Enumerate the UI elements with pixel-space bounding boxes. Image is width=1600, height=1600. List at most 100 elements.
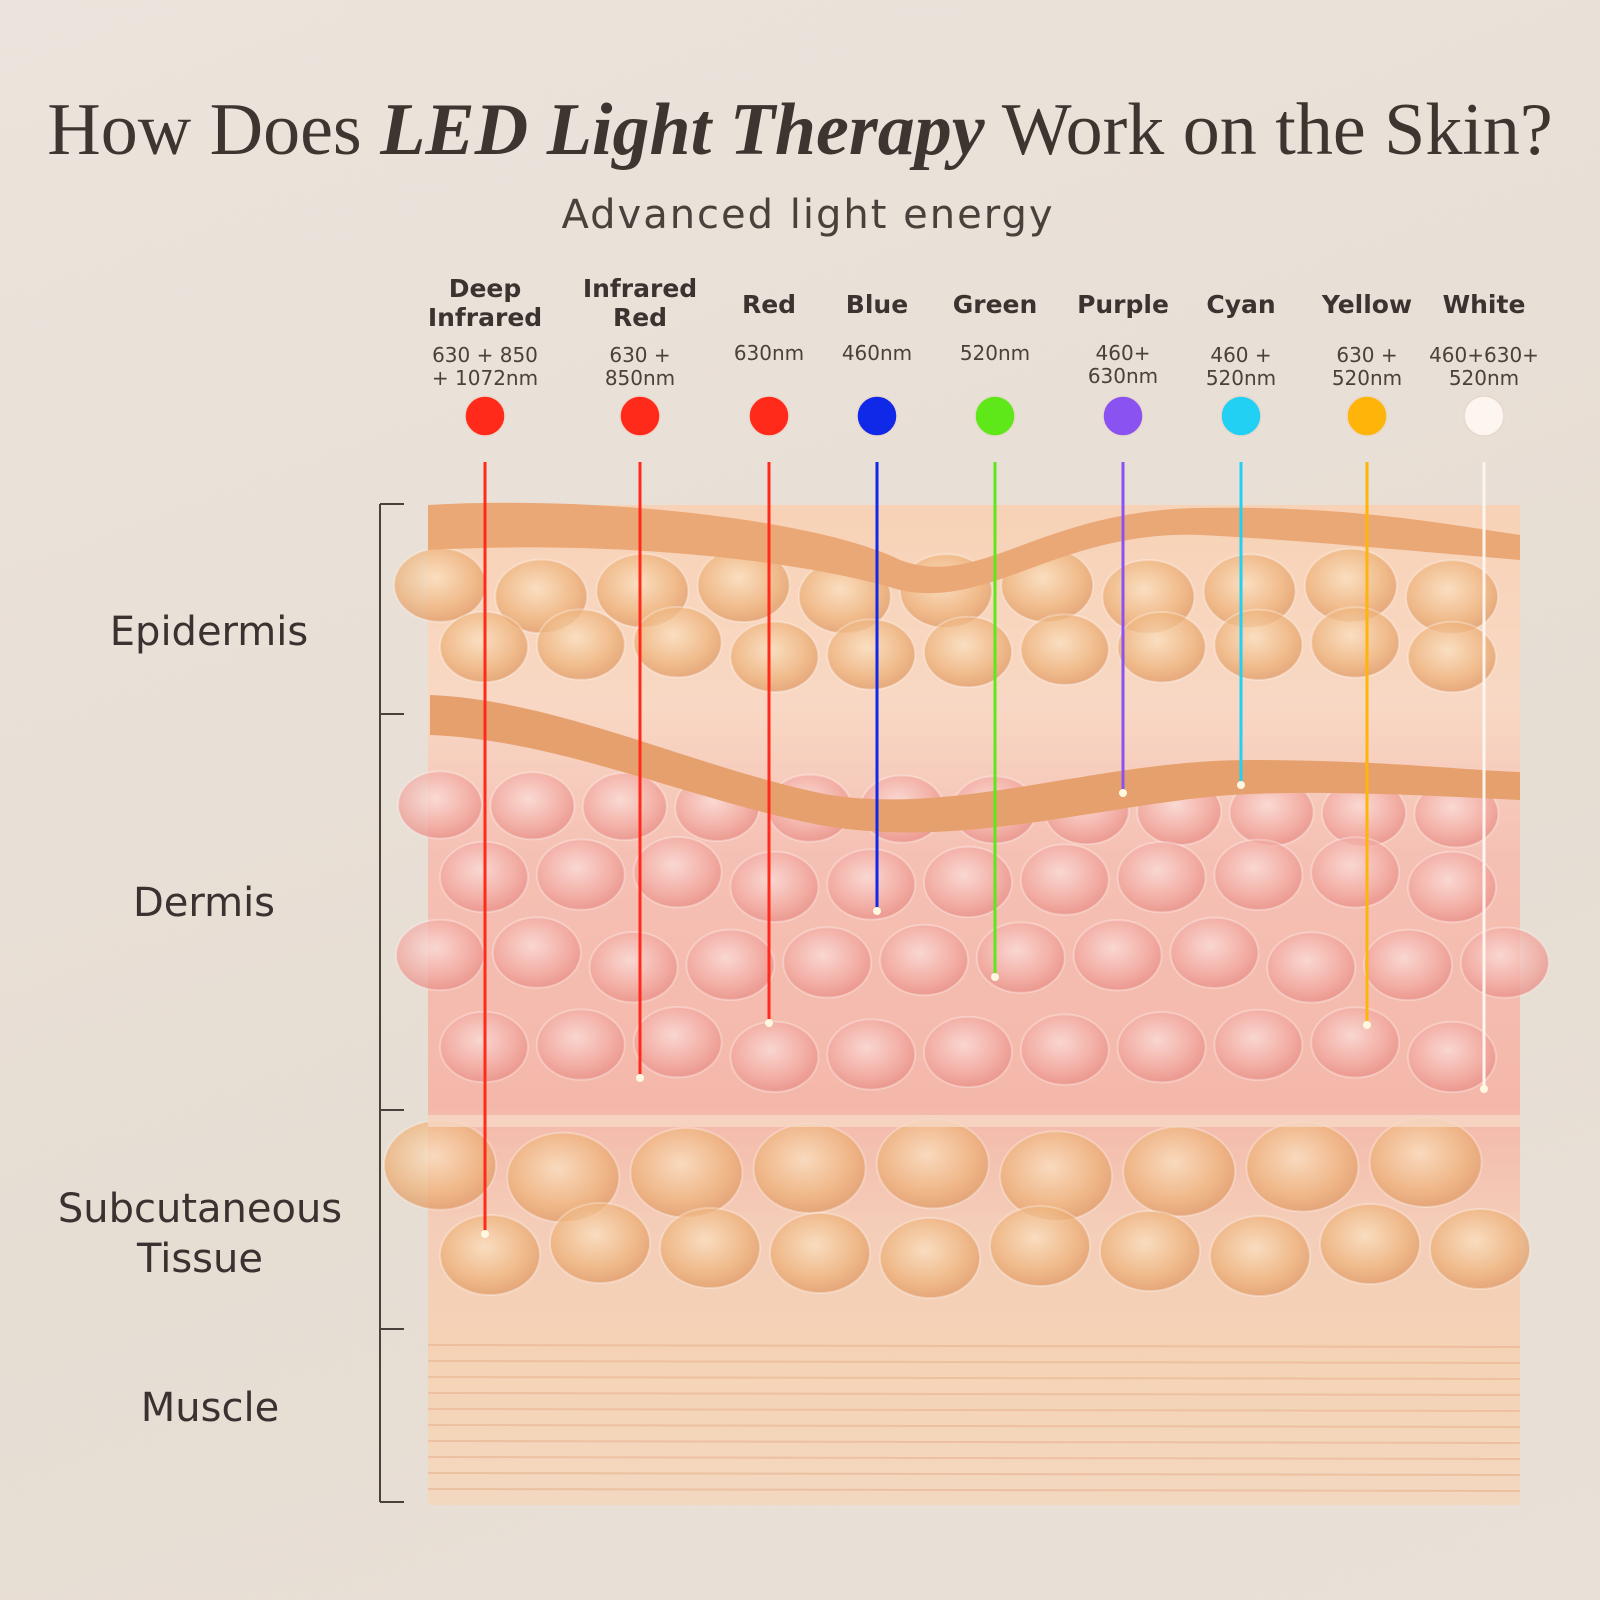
- cell: [1072, 919, 1163, 992]
- layer-label: Subcutaneous Tissue: [57, 1186, 343, 1282]
- light-name: Yellow: [1321, 290, 1413, 319]
- muscle-fiber: [427, 1424, 1521, 1428]
- beam-tip: [991, 973, 999, 981]
- light-name: Green: [952, 290, 1038, 319]
- cell: [879, 1217, 981, 1299]
- muscle-lines: [427, 1344, 1521, 1492]
- cell: [489, 771, 576, 841]
- title: How Does LED Light Therapy Work on the S…: [0, 88, 1600, 173]
- layer-label: Epidermis: [109, 609, 309, 655]
- cell: [1213, 1008, 1304, 1082]
- cell: [383, 1119, 497, 1211]
- light-wavelength: 460+ 630nm: [1087, 341, 1159, 388]
- light-name: Infrared Red: [582, 274, 698, 332]
- muscle-fiber: [427, 1488, 1521, 1492]
- beam-tip: [1480, 1085, 1488, 1093]
- cell: [1019, 843, 1110, 916]
- light-wavelength: 460 + 520nm: [1205, 343, 1277, 390]
- cell: [632, 1005, 723, 1079]
- cell: [1099, 1210, 1201, 1292]
- light-dot: [748, 395, 790, 437]
- light-name: Deep Infrared: [427, 274, 543, 332]
- cell: [729, 620, 820, 693]
- layer-bracket: [379, 503, 404, 1503]
- cell: [875, 1117, 990, 1210]
- cell: [395, 918, 485, 992]
- cell: [1019, 613, 1110, 686]
- cell: [879, 923, 969, 997]
- light-wavelength: 630nm: [733, 341, 805, 365]
- cell: [1310, 1006, 1401, 1079]
- cell: [1407, 620, 1497, 694]
- cells: [383, 547, 1550, 1299]
- cell: [588, 931, 679, 1004]
- light-dot: [619, 395, 661, 437]
- light-name: White: [1442, 290, 1526, 319]
- cell: [729, 1020, 820, 1094]
- cell: [975, 921, 1066, 994]
- light-dot: [1102, 395, 1144, 437]
- subtitle: Advanced light energy: [561, 192, 1055, 238]
- cell: [535, 608, 626, 681]
- light-dot: [856, 395, 898, 437]
- cell: [632, 606, 723, 679]
- cell: [1310, 836, 1401, 909]
- cell: [826, 1018, 917, 1091]
- cell: [535, 1008, 626, 1081]
- cell: [1116, 1010, 1207, 1084]
- cell: [1019, 1013, 1110, 1086]
- epidermis-base-band: [430, 695, 1520, 833]
- cell: [826, 618, 917, 691]
- cell: [826, 848, 917, 921]
- cell: [1319, 1203, 1421, 1285]
- muscle-fiber: [427, 1456, 1521, 1460]
- cell: [659, 1207, 761, 1289]
- light-wavelength: 630 + 520nm: [1331, 343, 1403, 390]
- cell: [989, 1205, 1091, 1287]
- beam-tip: [481, 1230, 489, 1238]
- title-emphasis: LED Light Therapy: [380, 89, 985, 171]
- cell: [923, 615, 1013, 689]
- light-wavelength: 520nm: [959, 341, 1031, 365]
- cell: [632, 836, 723, 909]
- cell: [1116, 611, 1207, 684]
- beam-tip: [1363, 1021, 1371, 1029]
- cell: [1245, 1121, 1360, 1213]
- light-wavelength: 460+630+ 520nm: [1429, 343, 1539, 390]
- cell: [491, 916, 582, 989]
- cell: [1368, 1116, 1483, 1208]
- light-wavelength: 630 + 850nm: [604, 343, 676, 390]
- cell: [1116, 841, 1207, 914]
- cell: [393, 547, 487, 623]
- title-suffix: Work on the Skin?: [1001, 89, 1553, 171]
- title-prefix: How Does: [47, 89, 362, 171]
- beam-tip: [1119, 789, 1127, 797]
- muscle-fiber: [427, 1360, 1521, 1364]
- cell: [439, 1214, 541, 1296]
- cell: [1407, 1020, 1497, 1094]
- skin-surface-band: [428, 502, 1520, 594]
- cell: [1266, 931, 1357, 1004]
- cell: [581, 772, 668, 842]
- light-name: Red: [741, 290, 797, 319]
- cell: [1363, 928, 1453, 1002]
- light-wavelength: 630 + 850 + 1072nm: [431, 343, 539, 390]
- layer-label: Dermis: [132, 880, 276, 926]
- light-beams: [480, 462, 1489, 1238]
- cell: [1407, 850, 1497, 924]
- light-name: Blue: [845, 290, 909, 319]
- cell: [549, 1202, 651, 1284]
- light-dot: [1463, 395, 1505, 437]
- cell: [782, 926, 873, 999]
- cell: [397, 770, 483, 840]
- beam-tip: [765, 1019, 773, 1027]
- cell: [535, 838, 626, 911]
- muscle-fiber: [427, 1472, 1521, 1476]
- muscle-fiber: [427, 1392, 1521, 1396]
- cell: [1429, 1208, 1531, 1290]
- light-dot: [1220, 395, 1262, 437]
- cell: [923, 1015, 1013, 1089]
